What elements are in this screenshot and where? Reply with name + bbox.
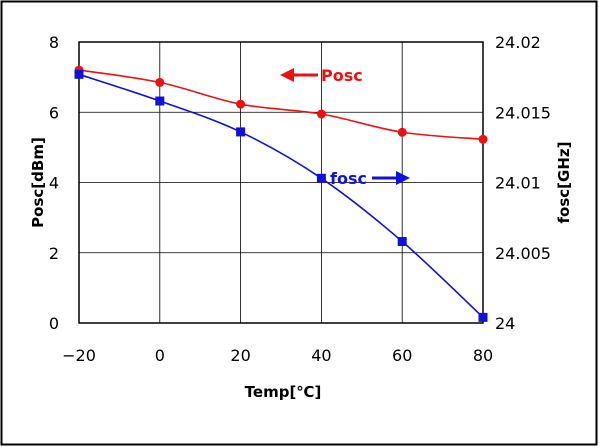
x-tick-label: 20 bbox=[230, 346, 250, 365]
annotation-label: fosc bbox=[330, 169, 367, 188]
y-left-tick-label: 0 bbox=[49, 314, 59, 333]
data-point-posc bbox=[155, 77, 165, 87]
y-right-tick-label: 24.005 bbox=[495, 244, 551, 263]
annotations: Posc fosc bbox=[280, 66, 410, 188]
grid bbox=[78, 41, 484, 324]
data-point-posc bbox=[236, 99, 246, 109]
y-left-tick-label: 6 bbox=[49, 103, 59, 122]
annotation-arrow-head bbox=[396, 171, 410, 185]
data-point-fosc bbox=[316, 173, 326, 183]
series-line-fosc bbox=[78, 73, 484, 318]
series-fosc bbox=[74, 69, 488, 322]
y-right-tick-label: 24.02 bbox=[495, 33, 541, 52]
y-right-tick-label: 24.01 bbox=[495, 174, 541, 193]
data-point-posc bbox=[397, 127, 407, 137]
data-point-posc bbox=[316, 109, 326, 119]
x-tick-label: 60 bbox=[392, 346, 412, 365]
x-tick-label: 0 bbox=[155, 346, 165, 365]
y-right-tick-label: 24 bbox=[495, 314, 515, 333]
data-point-fosc bbox=[74, 69, 84, 79]
x-axis-label: Temp[℃] bbox=[245, 383, 322, 401]
y-axis-left-label: Posc[dBm] bbox=[29, 137, 47, 228]
data-point-posc bbox=[478, 134, 488, 144]
annotation-arrow-head bbox=[280, 68, 294, 82]
x-tick-label: 80 bbox=[473, 346, 493, 365]
annotation-label: Posc bbox=[321, 66, 363, 85]
y-left-tick-label: 4 bbox=[49, 174, 59, 193]
data-point-fosc bbox=[397, 237, 407, 247]
y-right-tick-label: 24.015 bbox=[495, 103, 551, 122]
series-layer bbox=[74, 65, 488, 322]
data-point-fosc bbox=[155, 96, 165, 106]
annotation-posc: Posc bbox=[280, 66, 363, 85]
series-posc bbox=[74, 65, 488, 144]
y-axis-right: 24 24.005 24.01 24.015 24.02 bbox=[495, 33, 551, 333]
y-axis-left: 0 2 4 6 8 bbox=[49, 33, 59, 333]
series-line-posc bbox=[78, 69, 484, 141]
plot-area bbox=[78, 41, 484, 324]
x-tick-label: −20 bbox=[62, 346, 96, 365]
data-point-fosc bbox=[236, 127, 246, 137]
annotation-fosc: fosc bbox=[330, 169, 410, 188]
y-axis-right-label: fosc[GHz] bbox=[555, 142, 573, 224]
y-left-tick-label: 8 bbox=[49, 33, 59, 52]
x-tick-label: 40 bbox=[311, 346, 331, 365]
data-point-fosc bbox=[478, 312, 488, 322]
x-axis: −20 0 20 40 60 80 bbox=[62, 346, 493, 365]
y-left-tick-label: 2 bbox=[49, 244, 59, 263]
